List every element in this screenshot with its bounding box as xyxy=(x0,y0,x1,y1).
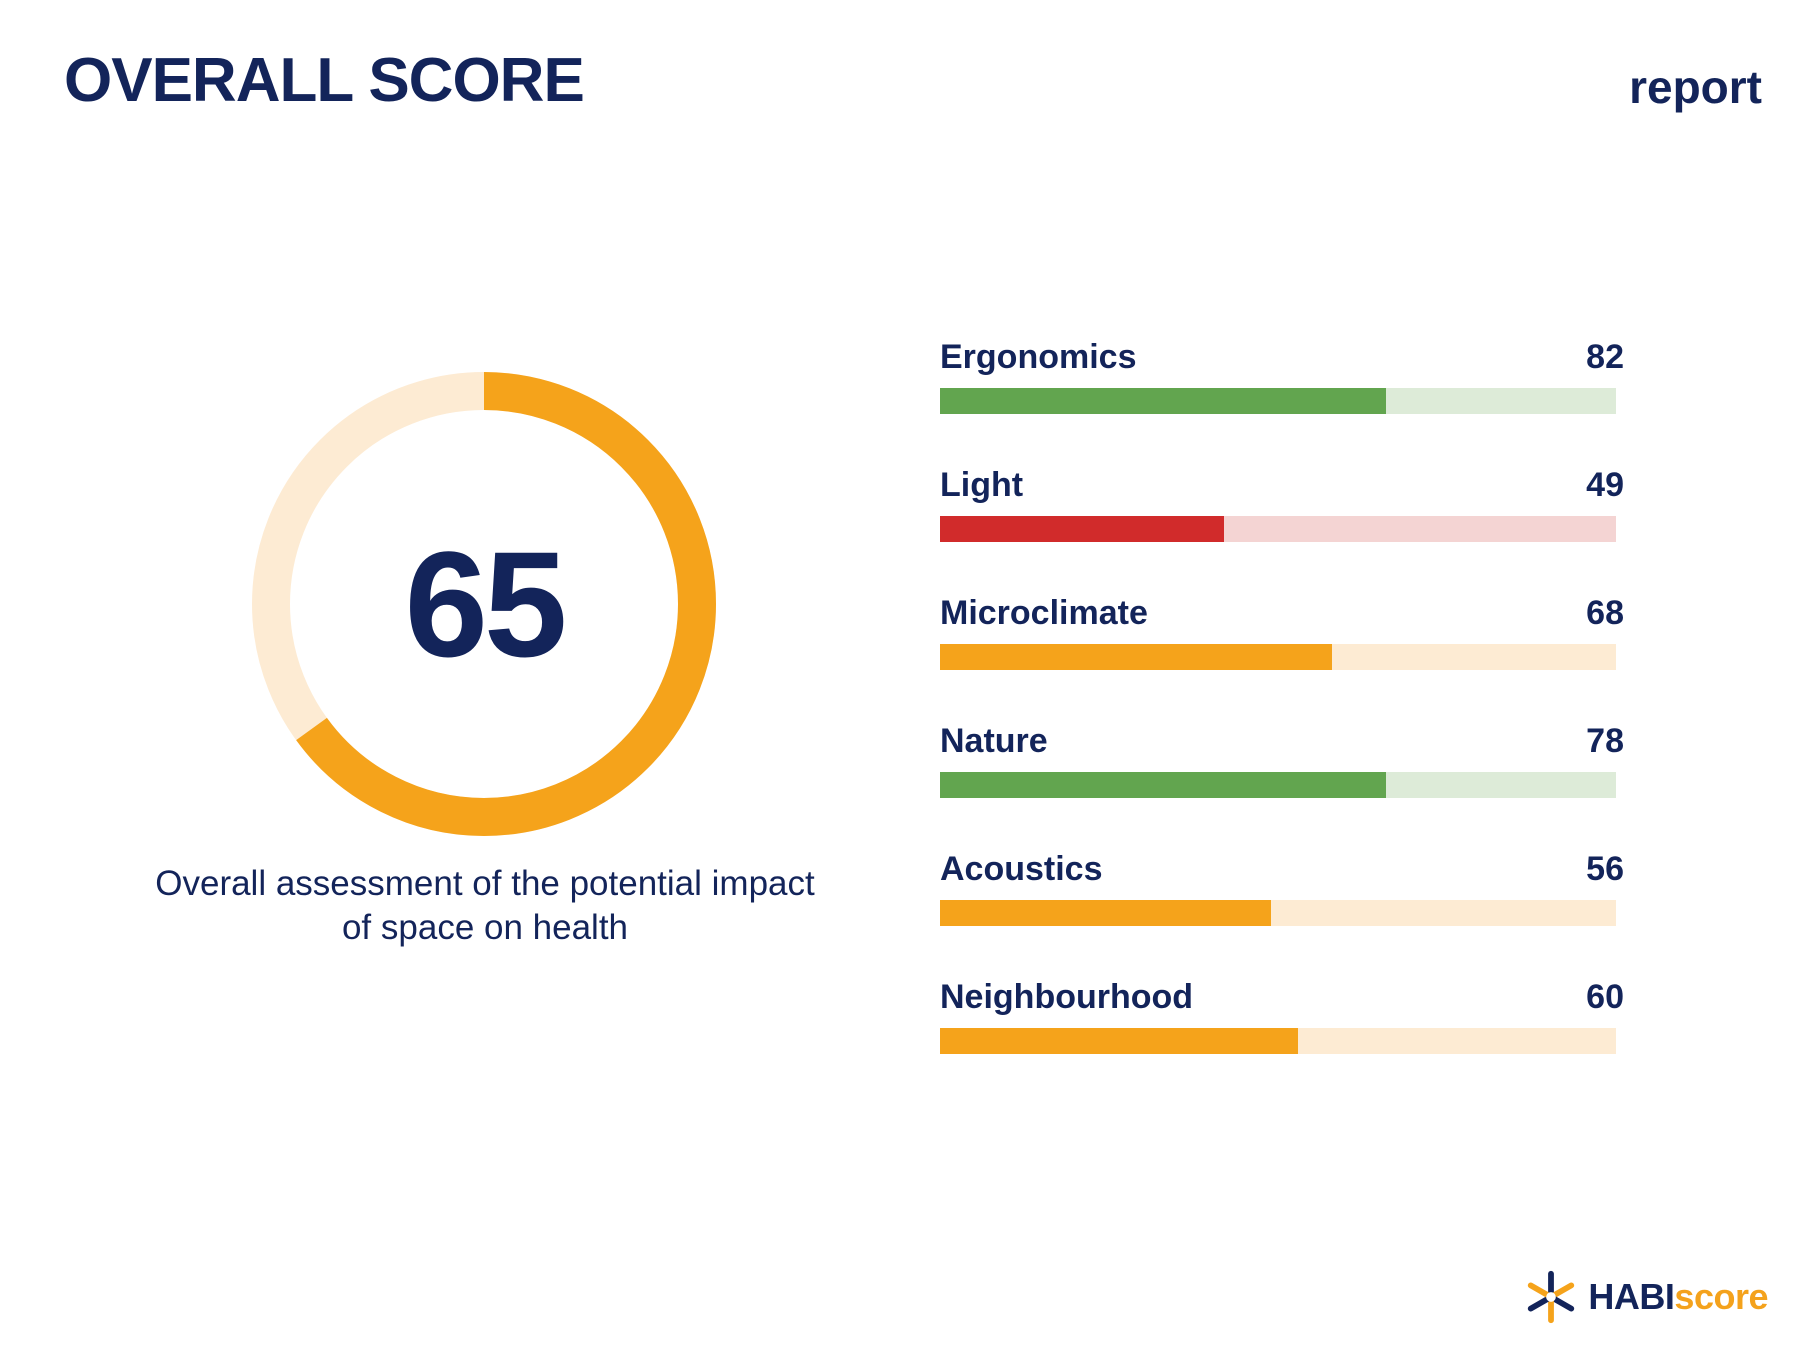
category-bar-fill xyxy=(940,900,1272,926)
gauge-progress-arc xyxy=(252,372,716,836)
logo-text-accent: score xyxy=(1674,1276,1768,1317)
category-score: 82 xyxy=(1586,338,1624,376)
category-bar-track xyxy=(940,900,1616,926)
category-bar-fill xyxy=(940,772,1387,798)
category-bar-track xyxy=(940,388,1616,414)
category-name: Light xyxy=(940,466,1024,504)
overall-score-value: 65 xyxy=(404,519,568,688)
category-bar-fill xyxy=(940,1028,1299,1054)
gauge-caption: Overall assessment of the potential impa… xyxy=(155,864,815,947)
category-score: 49 xyxy=(1586,466,1624,504)
category-score: 68 xyxy=(1586,594,1624,632)
category-score: 78 xyxy=(1586,722,1624,760)
page-title: OVERALL SCORE xyxy=(64,46,585,115)
category-name: Microclimate xyxy=(940,594,1148,632)
category-bar-fill xyxy=(940,516,1224,542)
category-bar-fill xyxy=(940,388,1387,414)
category-row: Acoustics 56 xyxy=(940,844,1630,972)
category-bar-fill xyxy=(940,644,1333,670)
habiscore-logo-text: HABIscore xyxy=(1588,1276,1768,1318)
overall-score-gauge: 65 xyxy=(232,352,736,856)
category-row: Microclimate 68 xyxy=(940,588,1630,716)
category-row: Nature 78 xyxy=(940,716,1630,844)
category-score: 60 xyxy=(1586,978,1624,1016)
category-name: Ergonomics xyxy=(940,338,1137,376)
category-row: Light 49 xyxy=(940,460,1630,588)
category-bar-track xyxy=(940,1028,1616,1054)
gauge-ring xyxy=(252,372,716,836)
habiscore-logo-icon xyxy=(1528,1270,1575,1324)
category-name: Neighbourhood xyxy=(940,978,1194,1016)
category-row: Ergonomics 82 xyxy=(940,332,1630,460)
category-bar-track xyxy=(940,644,1616,670)
logo-text-main: HABI xyxy=(1588,1276,1675,1317)
category-bar-track xyxy=(940,516,1616,542)
category-bar-track xyxy=(940,772,1616,798)
category-name: Acoustics xyxy=(940,850,1103,888)
category-score: 56 xyxy=(1586,850,1624,888)
report-label: report xyxy=(1629,61,1762,113)
habiscore-logo: HABIscore xyxy=(1522,1268,1768,1326)
category-name: Nature xyxy=(940,722,1048,760)
category-list: Ergonomics 82 Light 49 Microclimate 68 Nature 7… xyxy=(940,332,1630,1100)
category-row: Neighbourhood 60 xyxy=(940,972,1630,1100)
